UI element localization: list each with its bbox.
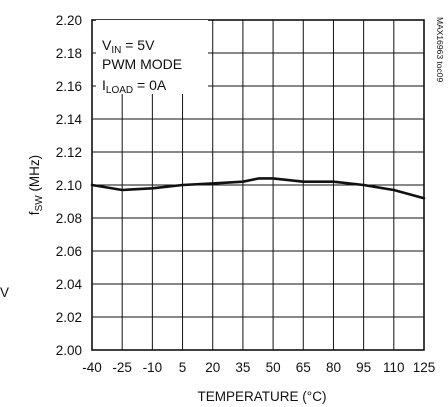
y-axis-label: fSW (MHz) [27, 155, 45, 215]
series-line [90, 177, 426, 200]
x-tick-labels: -40 -25 -10 5 20 35 50 65 80 95 110 125 [82, 360, 435, 375]
annotation-box [96, 20, 208, 94]
x-tick-label: 110 [383, 360, 405, 375]
x-tick-label: 20 [205, 360, 220, 375]
x-tick-label: 35 [235, 360, 250, 375]
y-tick-labels: 2.00 2.02 2.04 2.06 2.08 2.10 2.12 2.14 2.16 2.18… [56, 13, 83, 358]
x-tick-label: -25 [112, 360, 132, 375]
y-tick-label: 2.06 [56, 244, 82, 259]
annotation-line: PWM MODE [102, 56, 182, 72]
x-tick-label: -10 [143, 360, 163, 375]
x-tick-label: 5 [179, 360, 187, 375]
y-axis-label-sub: SW [34, 195, 45, 212]
annotation-line: ILOAD = 0A [102, 77, 167, 96]
x-tick-label: 50 [266, 360, 281, 375]
x-tick-label: 125 [413, 360, 436, 375]
x-tick-label: -40 [82, 360, 102, 375]
x-tick-label: 80 [326, 360, 341, 375]
y-tick-label: 2.20 [56, 13, 82, 28]
y-axis-label-unit: (MHz) [27, 155, 42, 196]
annotation-line: VIN = 5V [102, 37, 155, 56]
y-tick-label: 2.02 [56, 310, 82, 325]
x-tick-label: 65 [296, 360, 311, 375]
margin-text: V [0, 285, 9, 300]
x-tick-label: 95 [356, 360, 371, 375]
x-axis-label: TEMPERATURE (°C) [198, 389, 327, 404]
y-tick-label: 2.16 [56, 79, 82, 94]
y-tick-label: 2.14 [56, 112, 83, 127]
y-tick-label: 2.00 [56, 343, 82, 358]
y-tick-label: 2.04 [56, 277, 83, 292]
y-tick-label: 2.08 [56, 211, 82, 226]
y-tick-label: 2.18 [56, 46, 82, 61]
y-axis-label-main: f [27, 211, 42, 215]
watermark-text: MAX16963 toc09 [435, 17, 445, 82]
y-tick-label: 2.10 [56, 178, 82, 193]
y-tick-label: 2.12 [56, 145, 82, 160]
